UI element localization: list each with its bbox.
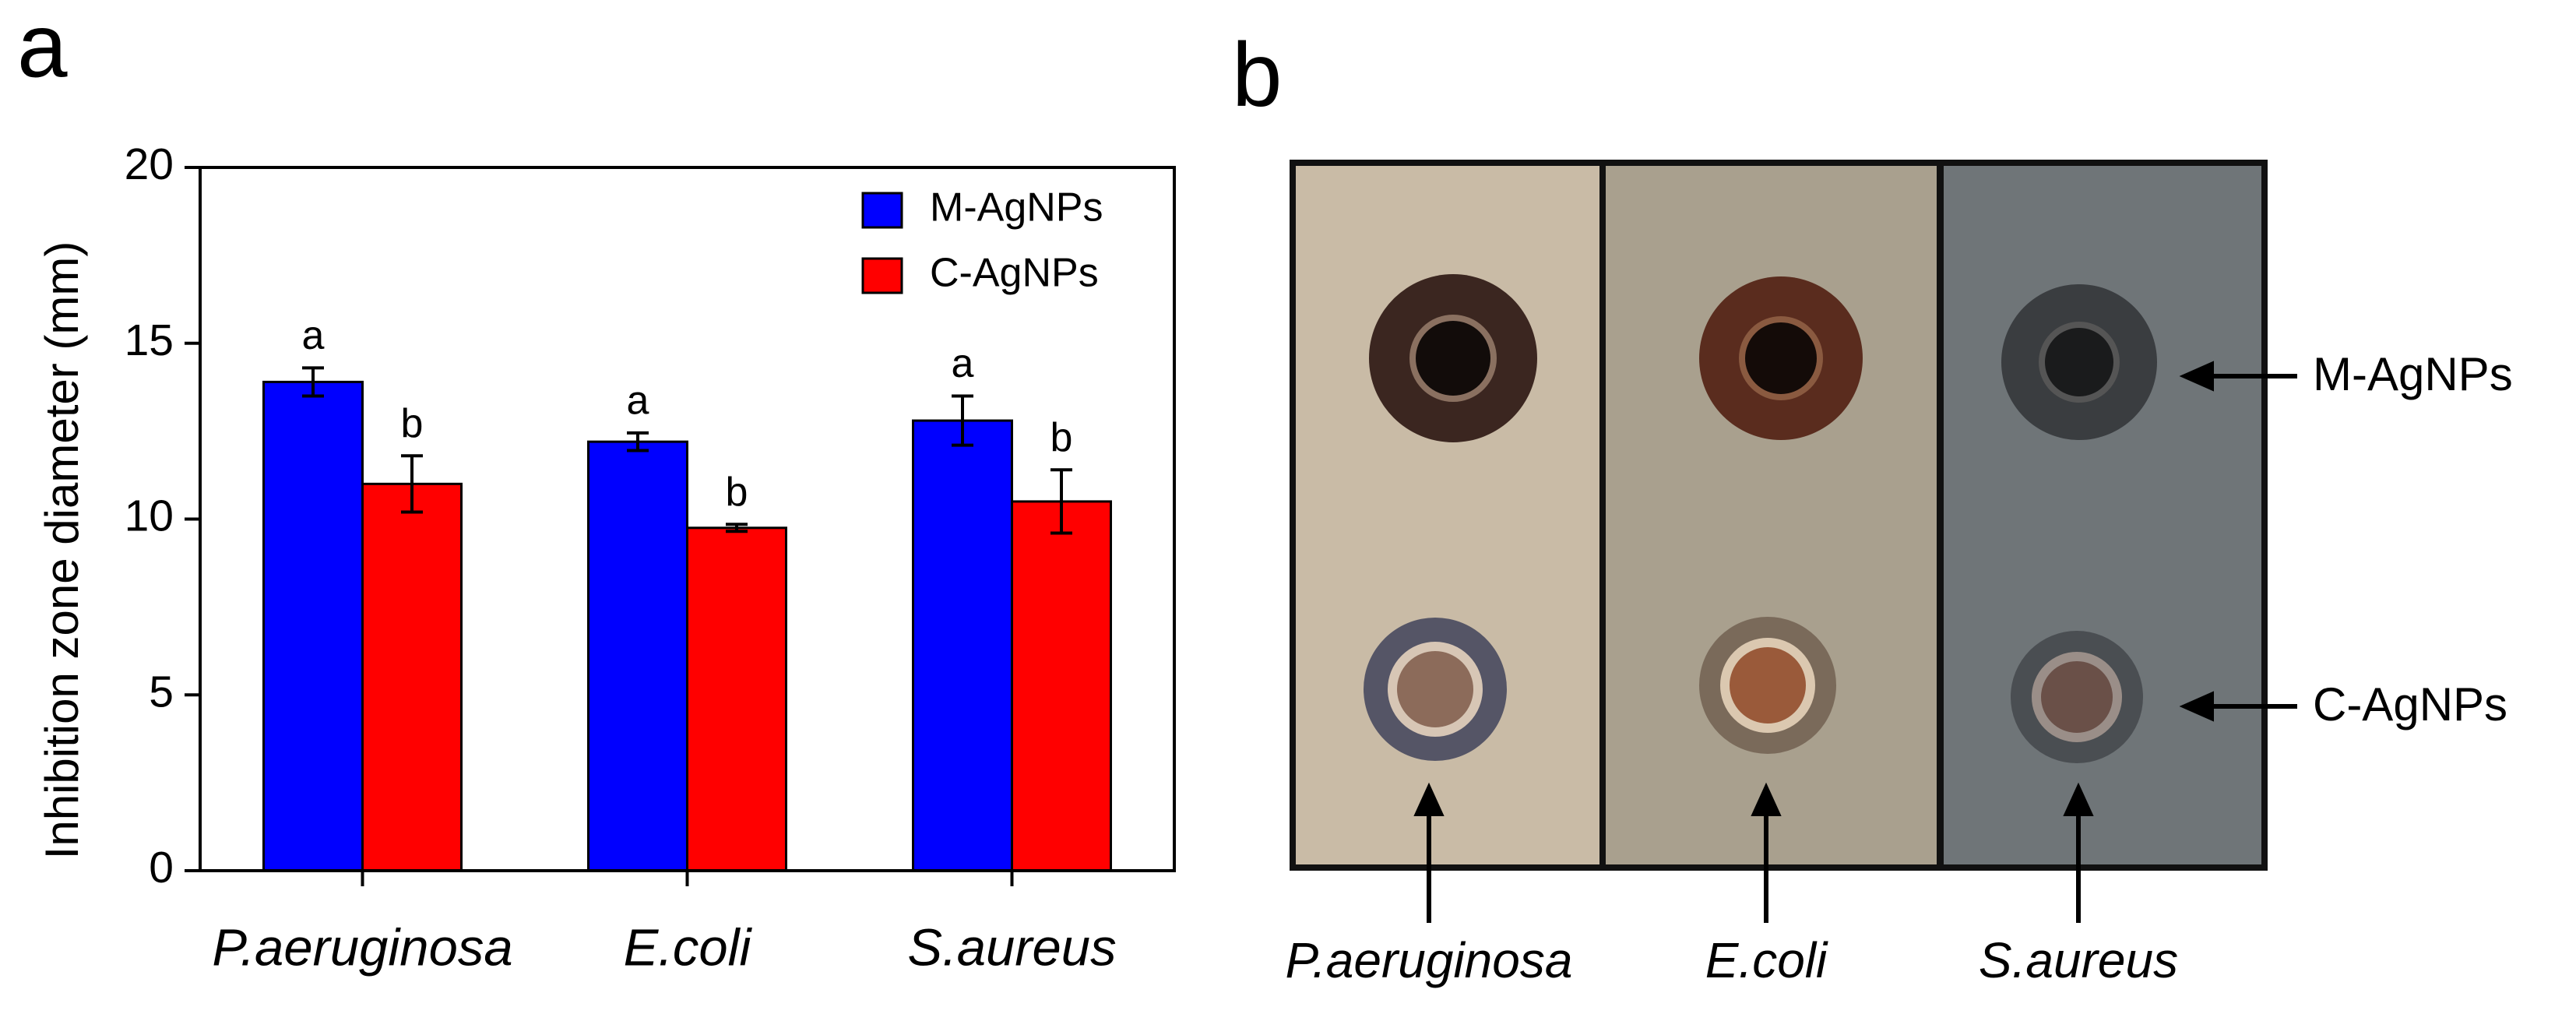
panel-label: a: [17, 0, 68, 97]
arrows: [1413, 361, 2297, 923]
x-tick-label: E.coli: [624, 919, 753, 977]
error-bar: [401, 454, 423, 514]
legend-swatch: [861, 257, 903, 294]
well: [1739, 316, 1823, 400]
x-tick-label: P.aeruginosa: [212, 919, 512, 977]
significance-letter: b: [401, 401, 424, 446]
y-tick-label: 20: [125, 139, 174, 189]
significance-letter: a: [952, 341, 974, 386]
significance-letter: b: [726, 470, 748, 515]
significance-letter: b: [1050, 415, 1073, 460]
significance-letter: a: [302, 313, 325, 358]
panel-label: b: [1232, 24, 1283, 125]
legend-label: M-AgNPs: [930, 185, 1103, 231]
photo-annotation: C-AgNPs: [2313, 678, 2507, 731]
well: [2032, 652, 2122, 742]
photo-label: P.aeruginosa: [1286, 932, 1573, 988]
error-bar: [302, 366, 324, 398]
bar: [912, 419, 1013, 872]
well: [1409, 315, 1497, 402]
error-bar: [952, 394, 973, 447]
photo-label: E.coli: [1705, 932, 1828, 988]
error-bar: [627, 431, 649, 452]
y-tick-label: 15: [125, 315, 174, 365]
y-tick-label: 10: [125, 491, 174, 541]
bar: [587, 440, 688, 872]
well: [1388, 642, 1483, 737]
y-axis-title: Inhibition zone diameter (mm): [36, 241, 88, 860]
error-bar: [1050, 468, 1072, 535]
error-bar: [726, 523, 748, 533]
bar: [361, 482, 463, 872]
significance-letter: a: [627, 378, 649, 424]
y-tick-label: 5: [149, 667, 174, 716]
well: [2039, 322, 2120, 403]
bar: [262, 380, 364, 872]
photo: P.aeruginosa E.coli S.aureus M-AgNPs C-A…: [1286, 160, 2513, 988]
plate-image: [1944, 166, 2261, 864]
legend-label: C-AgNPs: [930, 251, 1099, 296]
y-tick-label: 0: [149, 843, 174, 892]
photo-annotation: M-AgNPs: [2313, 348, 2513, 400]
legend-swatch: [861, 192, 903, 229]
bar: [686, 526, 787, 872]
well: [1720, 638, 1815, 733]
bar: [1011, 500, 1112, 872]
photo-label: S.aureus: [1979, 932, 2178, 988]
plate-image: [1606, 166, 1937, 864]
x-tick-label: S.aureus: [907, 919, 1116, 977]
